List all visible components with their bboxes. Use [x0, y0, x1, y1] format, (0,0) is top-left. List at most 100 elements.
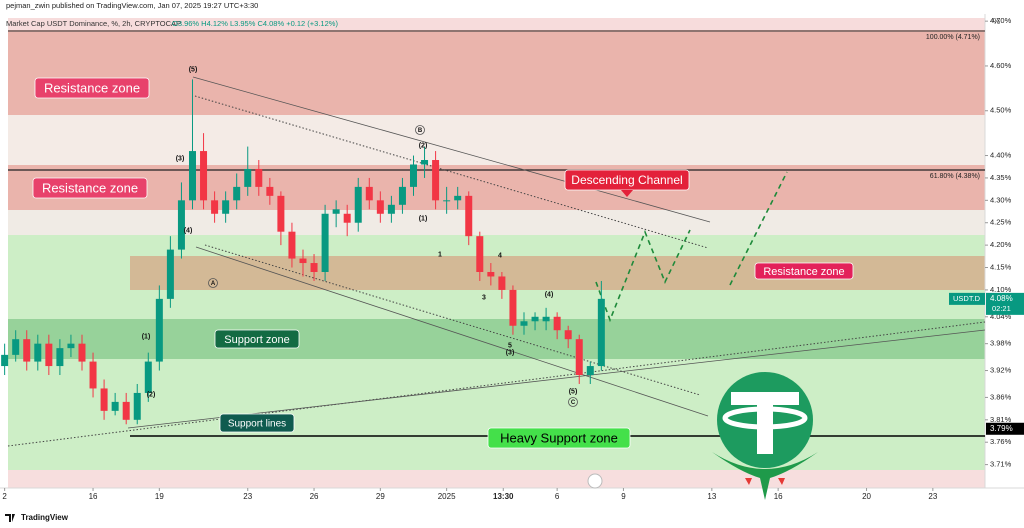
- symbol-tag-box: [949, 292, 985, 305]
- zone-label-box: [754, 262, 854, 280]
- candle-body: [376, 200, 384, 214]
- candle-body: [332, 209, 340, 214]
- zone-label: Resistance zone: [42, 180, 138, 195]
- candle-body: [155, 298, 163, 362]
- wave-label: (5): [189, 66, 198, 73]
- y-tick-label: 3.76%: [990, 437, 1012, 446]
- candle-body: [299, 258, 307, 264]
- x-tick-label: 2025: [438, 492, 456, 501]
- tether-logo: [587, 372, 818, 500]
- wave-label: A: [211, 281, 216, 287]
- y-tick-label: 4.20%: [990, 240, 1012, 249]
- wave-label: (3): [176, 155, 185, 162]
- zone-label: Resistance zone: [763, 266, 844, 278]
- candle-body: [12, 339, 20, 355]
- x-tick-label: 26: [310, 492, 319, 501]
- y-tick-label: 4.50%: [990, 106, 1012, 115]
- x-tick-label: 16: [774, 492, 783, 501]
- candle-body: [277, 195, 285, 232]
- candle-body: [465, 195, 473, 237]
- scale-unit: %: [993, 17, 1000, 26]
- y-tick-label: 3.86%: [990, 392, 1012, 401]
- candle-body: [531, 316, 539, 322]
- candle-body: [45, 343, 53, 367]
- wave-label: C: [571, 400, 576, 406]
- zone-label: Support lines: [228, 419, 286, 430]
- candle-body: [122, 401, 130, 420]
- y-tick-label: 4.25%: [990, 218, 1012, 227]
- y-tick-label: 3.71%: [990, 460, 1012, 469]
- x-tick-label: 20: [862, 492, 871, 501]
- wave-label: (4): [545, 291, 554, 298]
- y-tick-label: 4.35%: [990, 173, 1012, 182]
- candle-body: [211, 200, 219, 214]
- y-tick-label: 4.10%: [990, 285, 1012, 294]
- wave-circle: [568, 397, 578, 407]
- price-label: 3.79%: [990, 424, 1013, 433]
- candle-body: [398, 186, 406, 205]
- y-tick-label: 4.40%: [990, 151, 1012, 160]
- wave-circle: [208, 278, 218, 288]
- wave-label: (2): [147, 391, 156, 398]
- zone-label: Support zone: [224, 334, 289, 346]
- wave-label: (5): [569, 388, 578, 395]
- x-tick-label: 16: [89, 492, 98, 501]
- candle-body: [553, 316, 561, 331]
- candle-body: [200, 151, 208, 201]
- x-tick-label: 29: [376, 492, 385, 501]
- price-label: 4.08%: [990, 294, 1013, 303]
- candle-body: [255, 168, 263, 187]
- candle-body: [586, 366, 594, 376]
- header-text: pejman_zwin published on TradingView.com…: [6, 1, 258, 10]
- candle-body: [133, 392, 141, 420]
- candle-body: [509, 289, 517, 326]
- zone-label: Resistance zone: [44, 80, 140, 95]
- candle-body: [520, 321, 528, 326]
- candle-body: [575, 339, 583, 376]
- zone-label-tail: [621, 190, 633, 197]
- y-tick-label: 3.81%: [990, 415, 1012, 424]
- y-tick-label: 4.15%: [990, 263, 1012, 272]
- y-tick-label: 3.98%: [990, 339, 1012, 348]
- x-tick-label: 9: [621, 492, 626, 501]
- price-label-box: [986, 292, 1024, 315]
- candle-body: [354, 186, 362, 223]
- candle-body: [177, 200, 185, 250]
- candle-body: [365, 186, 373, 201]
- fib-label: 100.00% (4.71%): [926, 34, 980, 41]
- x-tick-label: 23: [928, 492, 937, 501]
- candle-body: [476, 236, 484, 272]
- symbol-tag: USDT.D: [953, 294, 981, 303]
- symbol-legend: Market Cap USDT Dominance, %, 2h, CRYPTO…: [6, 19, 181, 28]
- y-tick-label: 4.30%: [990, 195, 1012, 204]
- y-tick-label: 4.70%: [990, 16, 1012, 25]
- candle-body: [343, 213, 351, 223]
- wave-label: 4: [498, 252, 502, 259]
- ohlc-legend: O3.96% H4.12% L3.95% C4.08% +0.12 (+3.12…: [172, 19, 338, 28]
- annotations: 100.00% (4.71%) 61.80% (4.38%) Resistance …: [32, 34, 980, 449]
- x-tick-label: 23: [243, 492, 252, 501]
- candle-body: [100, 388, 108, 411]
- candle-body: [432, 160, 440, 201]
- wave-label: (3): [506, 349, 515, 356]
- candle-body: [487, 271, 495, 277]
- candle-body: [222, 200, 230, 214]
- wave-label: 5: [508, 342, 512, 349]
- y-tick-label: 3.92%: [990, 366, 1012, 375]
- price-label-box: [986, 422, 1024, 435]
- candle-body: [111, 401, 119, 411]
- candle-body: [34, 343, 42, 362]
- fib-label: 61.80% (4.38%): [930, 173, 980, 180]
- candle-body: [409, 164, 417, 187]
- candle-body: [78, 343, 86, 362]
- y-tick-label: 4.04%: [990, 312, 1012, 321]
- wave-label: B: [418, 128, 423, 134]
- candle-body: [421, 160, 429, 165]
- candle-body: [443, 200, 451, 202]
- wave-label: (4): [184, 227, 193, 234]
- candle-body: [89, 361, 97, 389]
- candle-body: [188, 151, 196, 201]
- wave-label: 1: [438, 251, 442, 258]
- zone-label-box: [487, 427, 631, 449]
